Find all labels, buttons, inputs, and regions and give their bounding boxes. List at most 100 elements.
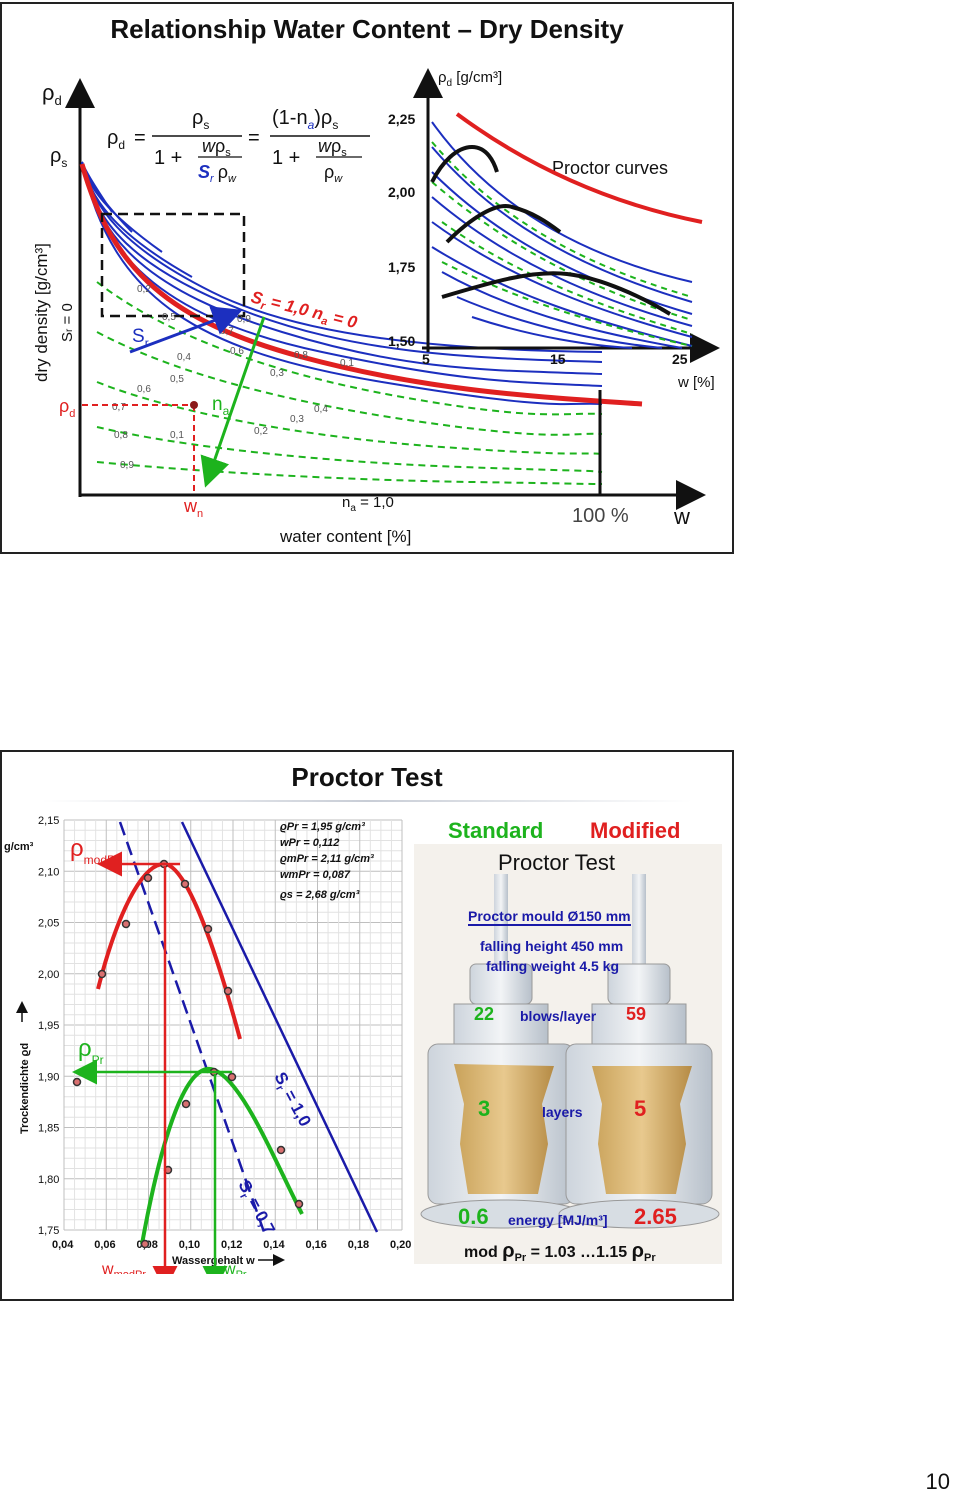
rho-pr-label: ρPr — [78, 1035, 104, 1067]
energy-label: energy [MJ/m³] — [508, 1212, 608, 1228]
svg-text:0,9: 0,9 — [120, 460, 134, 471]
rho-d-label: ρd — [59, 396, 75, 420]
modified-mould — [558, 874, 720, 1229]
y-tick-label: 1,80 — [38, 1174, 59, 1186]
sr-arrow-label: Sr — [132, 326, 149, 350]
svg-text:ϱs = 2,68 g/cm³: ϱs = 2,68 g/cm³ — [280, 889, 360, 901]
blows-modified: 59 — [626, 1004, 647, 1024]
energy-modified: 2.65 — [634, 1204, 677, 1229]
svg-text:0,8: 0,8 — [294, 350, 308, 361]
y-tick-label: 2,15 — [38, 815, 59, 827]
sr-zero-label: Sr = 0 — [59, 303, 76, 342]
svg-text:0,3: 0,3 — [270, 368, 284, 379]
svg-text:wρs: wρs — [202, 136, 231, 159]
svg-text:0,7: 0,7 — [220, 326, 234, 337]
y-unit: g/cm³ — [4, 841, 34, 853]
y-tick-label: 1,75 — [38, 1225, 59, 1237]
rho-d-axis-label: ρd — [42, 80, 62, 108]
x-tick-label: 0,16 — [306, 1239, 327, 1251]
svg-text:(1-na)ρs: (1-na)ρs — [272, 107, 338, 132]
y-axis-label: dry density [g/cm³] — [32, 243, 51, 382]
rho-s-label: ρs — [50, 145, 67, 170]
svg-text:0,7: 0,7 — [112, 402, 126, 413]
sr-one-label: Sr = 1,0 na = 0 — [248, 287, 359, 335]
y-tick-label: 1,90 — [38, 1071, 59, 1083]
x-tick-label: 0,12 — [221, 1239, 242, 1251]
x-tick-label: 0,06 — [94, 1239, 115, 1251]
inset-y-label: ρd [g/cm³] — [438, 69, 502, 89]
svg-text:ϱPr = 1,95 g/cm³: ϱPr = 1,95 g/cm³ — [280, 821, 365, 833]
x-axis-label: Wassergehalt w — [172, 1255, 255, 1267]
x-tick-label: 0,10 — [179, 1239, 200, 1251]
sr-one-curve — [79, 163, 643, 407]
na-arrow-label: na — [212, 394, 230, 418]
proctor-specs: Standard Modified Proctor Test Proctor m… — [414, 818, 724, 1288]
slide-water-density: Relationship Water Content – Dry Density… — [0, 2, 734, 554]
x-tick-label: 0,18 — [348, 1239, 369, 1251]
svg-text:ρw: ρw — [324, 162, 343, 185]
inset-y-tick: 1,50 — [388, 333, 415, 349]
w-axis-label: w — [673, 504, 690, 529]
wn-label: wn — [183, 496, 203, 520]
inset-x-tick: 25 — [672, 351, 688, 367]
x-tick-label: 0,04 — [52, 1239, 74, 1251]
proctor-mould-illustration — [414, 844, 722, 1264]
page-number: 10 — [925, 1469, 950, 1494]
energy-standard: 0.6 — [458, 1204, 489, 1229]
slide-title: Relationship Water Content – Dry Density — [110, 14, 624, 44]
proctor-curves-inset: ρd [g/cm³] 2,25 2,00 1,75 1,50 5 15 25 w… — [388, 68, 720, 391]
layers-modified: 5 — [634, 1096, 647, 1121]
inset-caption: Proctor curves — [552, 158, 668, 178]
svg-text:0,2: 0,2 — [137, 284, 151, 295]
inset-x-label: w [%] — [677, 374, 715, 391]
water-density-diagram: dry density [g/cm³] Sr = 0 ρd ρs — [32, 68, 720, 546]
sr-1-line — [180, 821, 379, 1233]
falling-height: falling height 450 mm — [480, 938, 624, 954]
w-modpr-label: wmodPr — [101, 1261, 146, 1274]
standard-mould — [420, 874, 582, 1229]
sr-07-line — [118, 821, 266, 1233]
na-arrow — [200, 316, 266, 488]
svg-text:0,1: 0,1 — [340, 358, 354, 369]
modified-label: Modified — [590, 818, 681, 843]
svg-text:1 +: 1 + — [154, 147, 182, 169]
svg-text:0,6: 0,6 — [230, 346, 244, 357]
proctor-chart: 2,15 2,10 2,05 2,00 1,95 1,90 1,85 1,80 1,75 0,0… — [4, 815, 411, 1274]
mould-label: Proctor mould Ø150 mm — [468, 908, 631, 926]
x-tick-label: 0,14 — [263, 1239, 285, 1251]
y-tick-label: 2,05 — [38, 918, 59, 930]
y-tick-label: 2,00 — [38, 969, 59, 981]
rho-modpr-label: ρmodPr — [70, 835, 119, 867]
x-axis-label: water content [%] — [279, 527, 411, 546]
svg-text:1 +: 1 + — [272, 147, 300, 169]
svg-text:0,8: 0,8 — [114, 430, 128, 441]
density-formula: ρd = ρs 1 + wρs Sr ρw = (1-na)ρs 1 + wρs … — [107, 107, 370, 185]
svg-text:ρd: ρd — [107, 127, 125, 152]
svg-text:0,6: 0,6 — [137, 384, 151, 395]
w-pr-label: wPr — [223, 1261, 247, 1274]
y-tick-label: 1,95 — [38, 1020, 59, 1032]
svg-text:wmPr = 0,087: wmPr = 0,087 — [280, 869, 351, 881]
na-one-label: na = 1,0 — [342, 494, 394, 514]
inset-y-tick: 1,75 — [388, 259, 415, 275]
blows-label: blows/layer — [520, 1008, 597, 1024]
svg-text:0,2: 0,2 — [254, 426, 268, 437]
modified-curve — [96, 861, 242, 1040]
y-axis-label: Trockendichte ϱd — [19, 1043, 31, 1134]
svg-text:0,5: 0,5 — [170, 374, 184, 385]
hundred-label: 100 % — [572, 505, 629, 527]
svg-text:0,1: 0,1 — [170, 430, 184, 441]
svg-text:=: = — [248, 127, 260, 149]
blows-standard: 22 — [474, 1004, 495, 1024]
svg-text:wPr = 0,112: wPr = 0,112 — [280, 837, 339, 849]
svg-text:0,3: 0,3 — [290, 414, 304, 425]
layers-label: layers — [542, 1104, 583, 1120]
svg-text:ρs: ρs — [192, 107, 209, 132]
slide-title: Proctor Test — [291, 762, 443, 792]
chart-legend: ϱPr = 1,95 g/cm³ wPr = 0,112 ϱmPr = 2,11… — [280, 821, 374, 901]
proctor-test-label: Proctor Test — [498, 850, 615, 875]
svg-text:0,5: 0,5 — [162, 312, 176, 323]
x-tick-label: 0,20 — [390, 1239, 411, 1251]
inset-x-tick: 15 — [550, 351, 566, 367]
falling-weight: falling weight 4.5 kg — [486, 958, 620, 974]
